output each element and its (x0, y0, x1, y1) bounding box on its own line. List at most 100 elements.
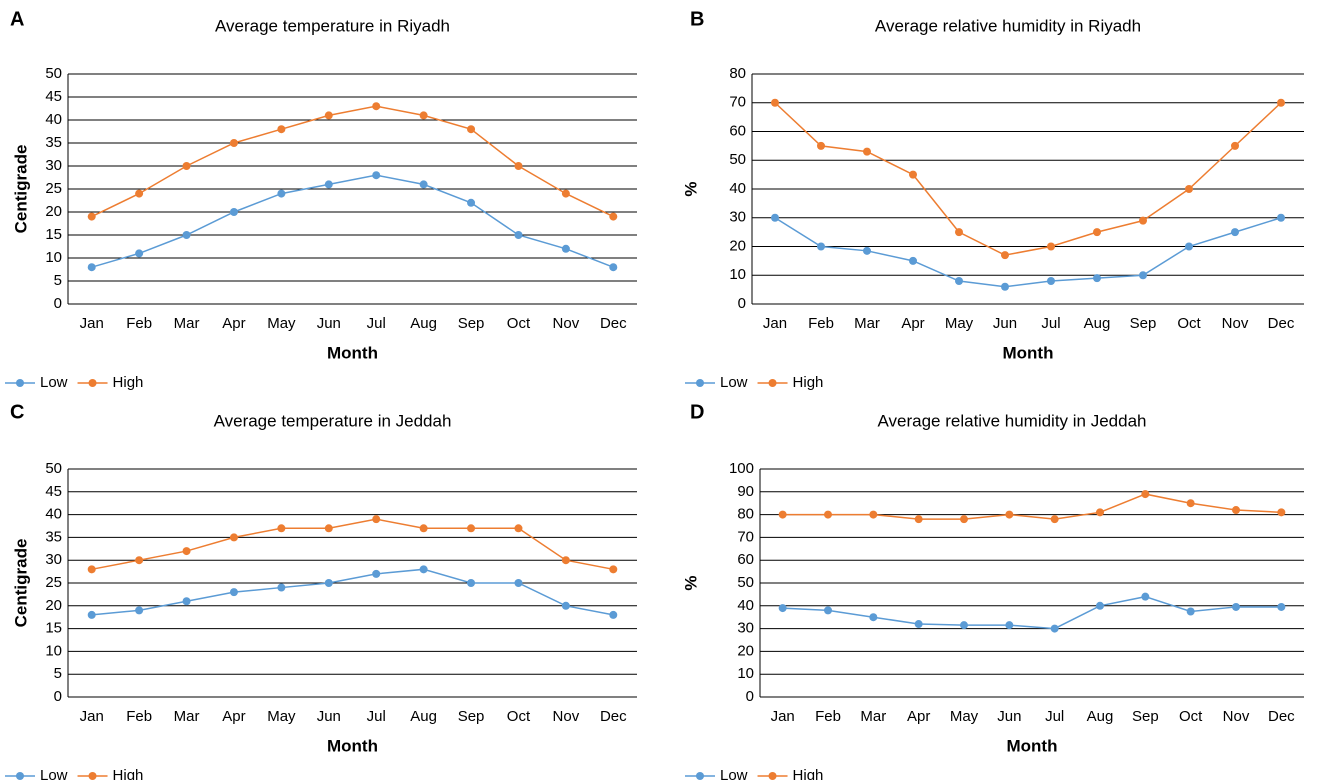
y-tick-label: 60 (729, 122, 746, 139)
x-tick-label: May (945, 315, 974, 332)
y-tick-label: 0 (746, 688, 754, 705)
x-tick-label: Jan (771, 708, 795, 725)
line (782, 493, 1282, 520)
x-tick-label: Sep (1130, 315, 1157, 332)
y-tick-label: 40 (45, 111, 62, 128)
x-tick-label: Jun (997, 708, 1021, 725)
point (372, 171, 381, 180)
legend-marker (16, 379, 24, 387)
point (1096, 508, 1104, 517)
y-tick-label: 20 (45, 597, 62, 614)
x-tick-label: Jul (367, 708, 386, 725)
point (1232, 506, 1240, 515)
y-tick-label: 45 (45, 483, 62, 500)
y-axis-title: Centigrade (11, 145, 30, 234)
point (135, 189, 144, 198)
point (869, 510, 878, 519)
point (419, 524, 428, 533)
point (869, 613, 878, 622)
point (182, 597, 191, 606)
point (960, 621, 968, 630)
legend-label: Low (40, 767, 68, 780)
legend-label: High (793, 374, 824, 391)
y-tick-label: 50 (45, 460, 62, 477)
y-tick-label: 40 (729, 180, 746, 197)
y-tick-label: 70 (729, 94, 746, 111)
line (774, 102, 1282, 256)
y-tick-label: 0 (54, 295, 62, 312)
y-tick-label: 90 (737, 483, 754, 500)
point (817, 141, 825, 150)
x-tick-label: Nov (553, 315, 580, 332)
point (778, 604, 787, 613)
y-tick-label: 15 (45, 226, 62, 243)
x-tick-label: Sep (1132, 708, 1159, 725)
y-tick-label: 20 (729, 237, 746, 254)
legend-marker (16, 772, 24, 780)
x-tick-label: Jan (80, 708, 104, 725)
x-tick-label: May (267, 315, 296, 332)
x-axis-title: Month (1007, 736, 1058, 755)
x-tick-label: Oct (507, 708, 531, 725)
point (229, 533, 238, 542)
y-tick-label: 30 (737, 620, 754, 637)
y-tick-label: 40 (737, 597, 754, 614)
point (1231, 141, 1239, 150)
x-tick-label: Apr (222, 708, 245, 725)
x-tick-label: Aug (410, 708, 437, 725)
panel-label: D (690, 401, 704, 423)
legend-marker (696, 772, 704, 780)
x-axis-title: Month (1003, 343, 1054, 362)
y-tick-label: 50 (45, 65, 62, 82)
point (324, 524, 333, 533)
line (91, 105, 614, 218)
x-tick-label: Oct (1177, 315, 1201, 332)
x-tick-label: Apr (907, 708, 930, 725)
x-tick-label: Sep (458, 708, 485, 725)
point (1186, 499, 1195, 508)
x-tick-label: Jan (763, 315, 787, 332)
legend-label: Low (40, 374, 68, 391)
y-tick-label: 40 (45, 506, 62, 523)
point (324, 579, 333, 587)
x-tick-label: Aug (410, 315, 437, 332)
point (277, 583, 286, 592)
legend-marker (768, 772, 777, 780)
y-tick-label: 25 (45, 180, 62, 197)
line (91, 568, 614, 616)
point (229, 139, 238, 147)
point (1232, 602, 1240, 611)
x-tick-label: Feb (808, 315, 834, 332)
y-tick-label: 15 (45, 620, 62, 637)
y-tick-label: 30 (45, 157, 62, 174)
point (1231, 228, 1239, 237)
point (467, 524, 476, 533)
x-tick-label: Jul (1045, 708, 1064, 725)
point (1141, 490, 1150, 499)
point (1277, 98, 1285, 107)
x-tick-label: Aug (1087, 708, 1114, 725)
y-tick-label: 50 (737, 574, 754, 591)
point (817, 242, 825, 251)
point (1093, 274, 1101, 283)
point (135, 556, 144, 565)
line (91, 174, 614, 268)
line (782, 595, 1282, 630)
x-tick-label: Dec (1268, 315, 1295, 332)
point (467, 198, 476, 207)
point (1139, 216, 1147, 225)
x-tick-label: Dec (1268, 708, 1295, 725)
point (1277, 213, 1285, 222)
x-tick-label: Jun (317, 315, 341, 332)
point (87, 610, 96, 619)
y-tick-label: 5 (54, 272, 62, 289)
panel-label: C (10, 401, 24, 423)
point (419, 565, 428, 574)
y-tick-label: 20 (737, 642, 754, 659)
point (863, 147, 871, 156)
y-tick-label: 60 (737, 551, 754, 568)
x-tick-label: Mar (854, 315, 880, 332)
point (960, 515, 968, 524)
legend-label: Low (720, 767, 748, 780)
